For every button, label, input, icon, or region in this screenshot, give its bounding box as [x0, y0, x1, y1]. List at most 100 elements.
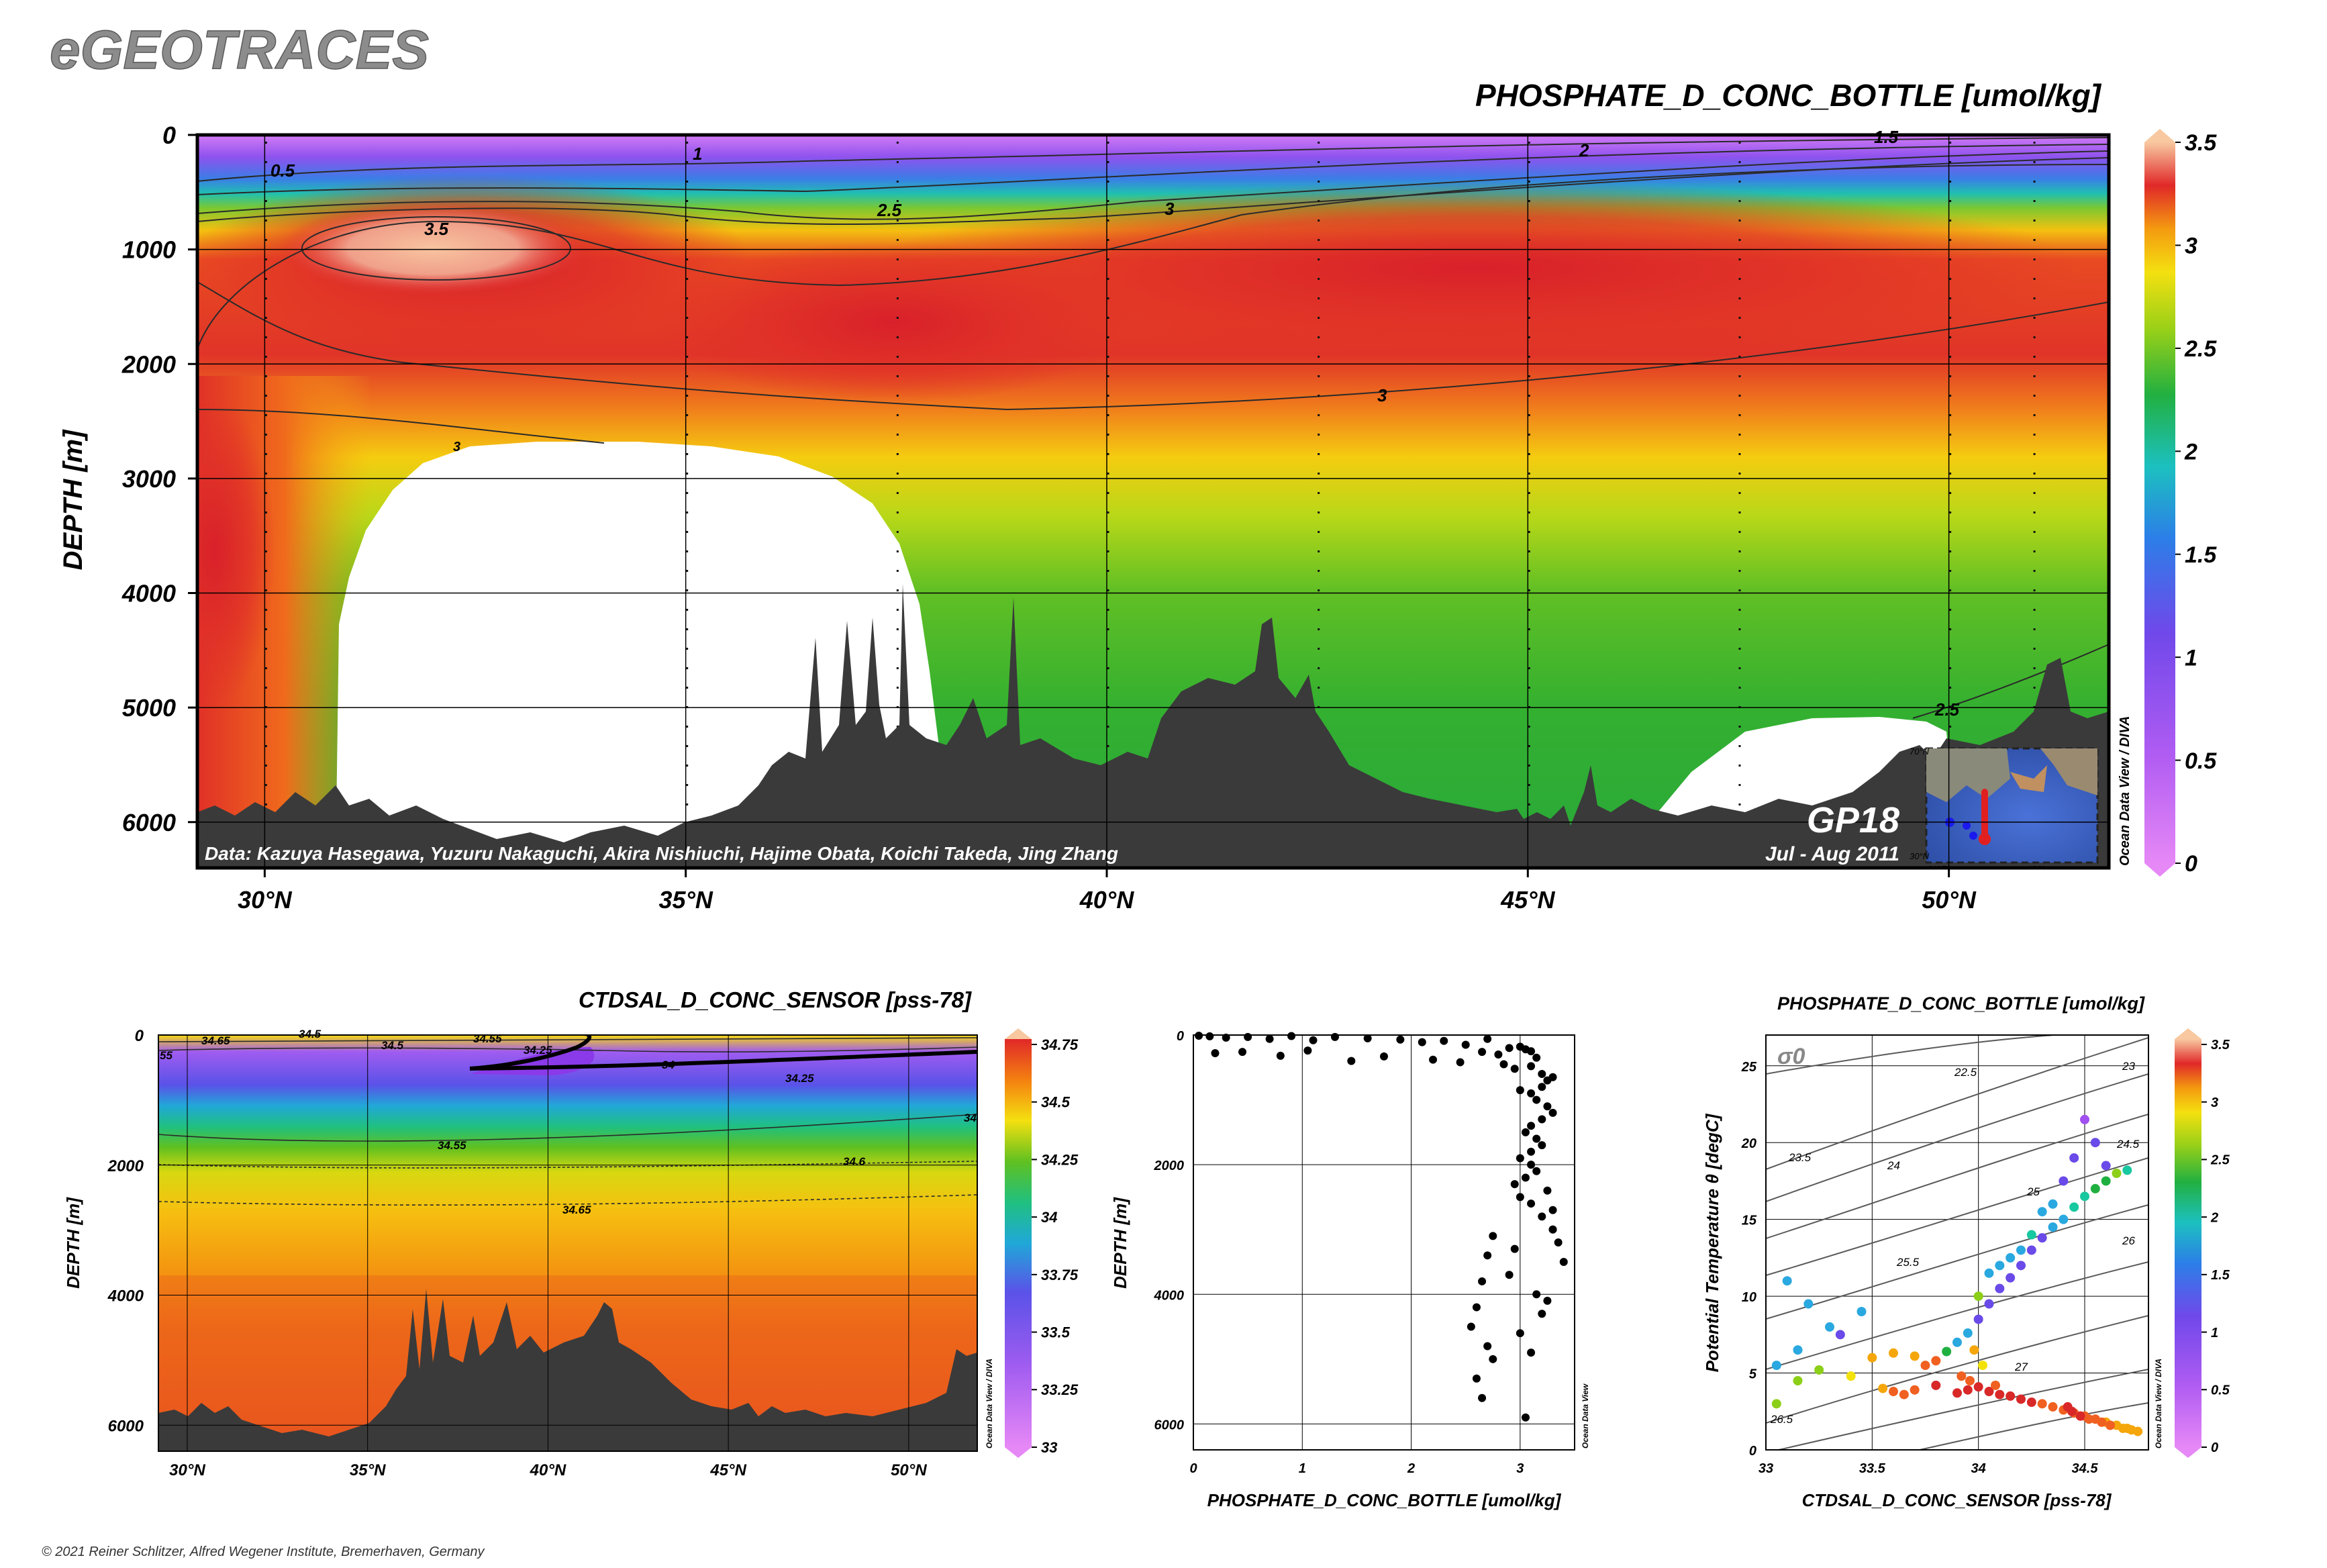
profile-point: [1527, 1122, 1536, 1130]
colorbar-tick-label: 1: [2185, 645, 2197, 671]
iso-label-24.5: 24.5: [2116, 1138, 2140, 1150]
contour-label-2.5: 2.5: [877, 200, 902, 220]
profile-x-tick-label: 2: [1407, 1461, 1415, 1476]
colorbar-tick-label: 0.5: [2185, 748, 2217, 774]
ts-point: [2067, 1406, 2077, 1416]
colorbar-tick-label: 3.5: [2185, 130, 2217, 156]
sal-label-34.25-a: 34.25: [524, 1044, 552, 1057]
profile-point: [1380, 1052, 1388, 1061]
ts-point: [1867, 1353, 1877, 1363]
colorbar-tick-label: 33: [1041, 1439, 1057, 1456]
ts-point: [2084, 1414, 2094, 1424]
colorbar-tick-label: 1.5: [2185, 542, 2217, 568]
sal-ylabel: DEPTH [m]: [63, 1197, 83, 1289]
inset-label-30n: 30°N: [1910, 851, 1930, 861]
profile-point: [1521, 1128, 1530, 1136]
sal-x-tick-label: 40°N: [530, 1461, 566, 1479]
main-x-ticks: 30°N 35°N 40°N 45°N 50°N: [238, 868, 1977, 914]
sal-label-34.6: 34.6: [843, 1155, 866, 1168]
ts-point: [1942, 1346, 1952, 1357]
ts-point: [2016, 1261, 2026, 1271]
contour-label-3-west: 3: [453, 440, 460, 454]
profile-y-tick-label: 4000: [1154, 1288, 1185, 1303]
ts-point: [1910, 1385, 1920, 1395]
main-x-tick-label: 40°N: [1079, 886, 1134, 914]
profile-point: [1418, 1038, 1426, 1046]
profile-point: [1527, 1047, 1536, 1056]
main-y-ticks: 0 1000 2000 3000 4000 5000 6000: [121, 121, 197, 836]
ts-point: [1931, 1356, 1941, 1366]
ts-point: [2037, 1207, 2047, 1217]
ts-point: [2006, 1391, 2016, 1401]
profile-point: [1532, 1134, 1541, 1143]
contour-label-1: 1: [693, 144, 702, 164]
ts-x-tick-label: 34.5: [2072, 1461, 2099, 1476]
profile-point: [1510, 1065, 1519, 1073]
sal-x-tick-label: 50°N: [891, 1461, 927, 1479]
iso-label-22.5: 22.5: [1954, 1066, 1977, 1079]
cruise-period: Jul - Aug 2011: [1765, 843, 1899, 865]
profile-point: [1543, 1102, 1552, 1111]
ts-point: [1969, 1345, 1979, 1355]
ts-point: [2037, 1399, 2047, 1409]
profile-point: [1554, 1238, 1563, 1246]
sal-y-tick-label: 4000: [107, 1287, 144, 1306]
ts-title: PHOSPHATE_D_CONC_BOTTLE [umol/kg]: [1777, 993, 2145, 1014]
iso-label-23: 23: [2122, 1060, 2135, 1073]
ts-xlabel: CTDSAL_D_CONC_SENSOR [pss-78]: [1802, 1490, 2112, 1510]
profile-x-tick-label: 0: [1189, 1461, 1197, 1476]
profile-point: [1521, 1413, 1530, 1422]
profile-point: [1429, 1055, 1438, 1064]
profile-point: [1538, 1212, 1546, 1221]
ts-colorbar: 0 0.5 1 1.5 2 2.5 3 3.5: [2175, 1028, 2230, 1458]
profile-point: [1527, 1062, 1536, 1071]
ts-point: [2090, 1138, 2100, 1148]
sal-34-contour: [469, 1035, 977, 1071]
main-y-tick-label: 5000: [122, 694, 176, 722]
main-bathymetry: [197, 584, 2109, 868]
ts-y-tick-label: 15: [1742, 1214, 1757, 1228]
ts-point: [1984, 1268, 1994, 1278]
sal-y-tick-label: 6000: [108, 1417, 144, 1435]
iso-label-25.5: 25.5: [1896, 1256, 1920, 1269]
profile-point: [1330, 1032, 1339, 1041]
ts-point: [2006, 1273, 2016, 1283]
ts-colorbar-ticks: 0 0.5 1 1.5 2 2.5 3 3.5: [2201, 1038, 2230, 1455]
main-x-tick-label: 45°N: [1500, 886, 1555, 914]
main-y-tick-label: 4000: [121, 580, 176, 607]
salinity-section-plot: CTDSAL_D_CONC_SENSOR [pss-78] 34.65 34.5…: [63, 987, 1079, 1479]
ts-y-tick-label: 20: [1741, 1136, 1756, 1151]
ts-point: [1965, 1376, 1975, 1385]
sal-label-34.55: 34.55: [473, 1032, 502, 1045]
profile-grid: [1193, 1035, 1575, 1450]
profile-point: [1489, 1355, 1497, 1363]
ts-point: [2118, 1423, 2128, 1433]
sal-label-34: 34: [662, 1059, 675, 1071]
sal-y-tick-label: 0: [135, 1027, 144, 1045]
ts-point: [2026, 1245, 2036, 1255]
profile-points: [1195, 1031, 1568, 1422]
sal-title: CTDSAL_D_CONC_SENSOR [pss-78]: [579, 987, 972, 1012]
profile-point: [1532, 1290, 1541, 1299]
profile-point: [1527, 1147, 1536, 1156]
ts-y-tick-label: 5: [1749, 1367, 1757, 1382]
profile-x-tick-label: 1: [1299, 1461, 1306, 1476]
sal-label-34.65-top: 34.65: [201, 1034, 230, 1047]
profile-point: [1516, 1086, 1524, 1095]
profile-point: [1527, 1089, 1536, 1097]
ts-sigma-label: σ0: [1777, 1044, 1805, 1069]
main-colorbar: 0 0.5 1 1.5 2 2.5 3 3.5: [2144, 129, 2217, 877]
ts-point: [2126, 1425, 2136, 1435]
profile-point: [1494, 1050, 1503, 1059]
profile-point: [1516, 1193, 1524, 1202]
ts-grid: [1766, 1035, 2148, 1450]
ts-point: [1957, 1371, 1967, 1381]
sal-label-55: 55: [160, 1049, 172, 1062]
ts-point: [2016, 1245, 2026, 1255]
colorbar-tick-label: 2.5: [2184, 336, 2217, 362]
ts-point: [1973, 1382, 1983, 1392]
ts-point: [1984, 1299, 1994, 1309]
ts-point: [1793, 1345, 1803, 1355]
profile-point: [1505, 1271, 1514, 1279]
